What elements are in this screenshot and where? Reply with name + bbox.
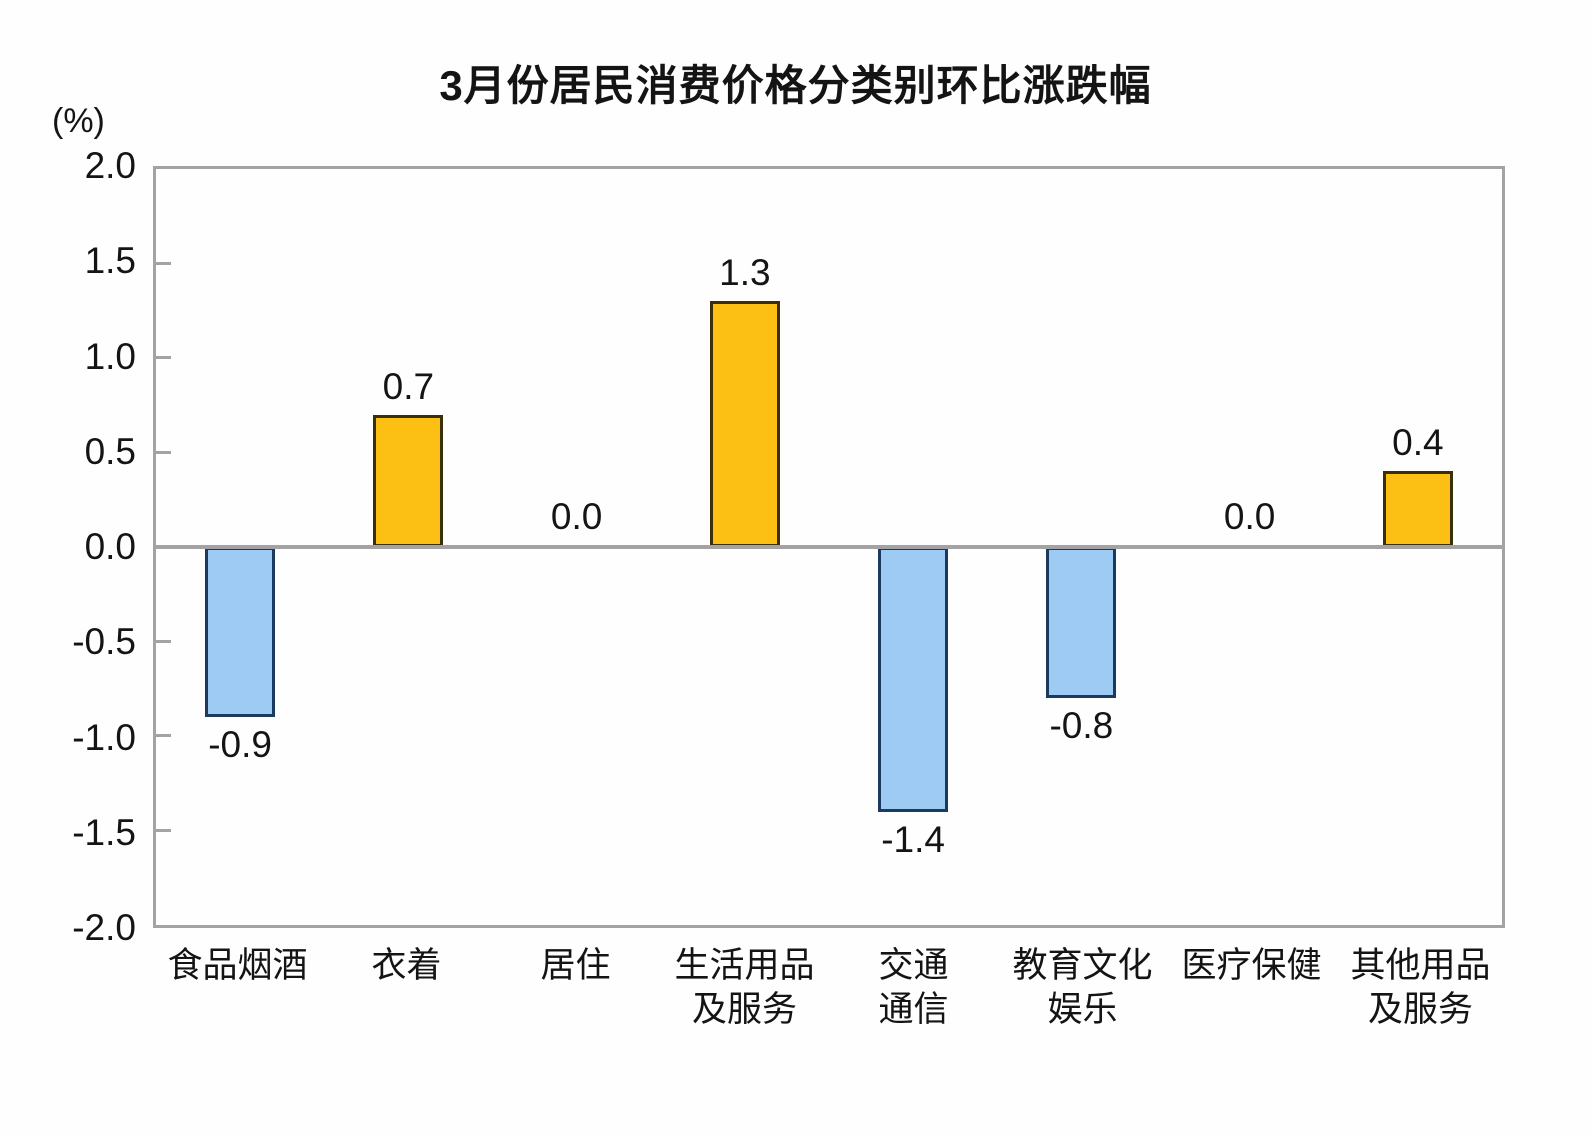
y-axis-tick-mark — [156, 261, 171, 265]
y-axis-unit-label: (%) — [52, 102, 105, 140]
x-category-label: 教育文化 娱乐 — [1012, 946, 1153, 1029]
y-axis-tick-mark — [156, 734, 171, 737]
x-category-label: 衣着 — [371, 946, 442, 985]
bar-positive — [373, 414, 444, 547]
y-tick-label: 0.5 — [84, 430, 136, 472]
y-tick-label: 1.0 — [84, 335, 136, 377]
bar-value-label: 0.0 — [550, 496, 603, 537]
y-axis-tick-mark — [156, 828, 171, 832]
y-tick-label: -1.5 — [72, 811, 136, 853]
x-axis-category-labels: 食品烟酒 衣着 居住 生活用品 及服务 交通 通信 教育文化 娱乐 医疗保健 其他用品 及服务 — [153, 944, 1505, 1064]
y-tick-label: -2.0 — [72, 907, 136, 948]
y-tick-label: 0.0 — [84, 526, 136, 567]
y-tick-label: 2.0 — [84, 145, 136, 186]
x-category-label: 生活用品 及服务 — [674, 946, 815, 1029]
bar-value-label: 0.7 — [382, 365, 435, 407]
bar-value-label: 1.3 — [719, 252, 771, 294]
bar-value-label: -1.4 — [881, 818, 945, 860]
bar-negative — [205, 547, 276, 718]
bar-negative — [1046, 547, 1117, 699]
y-axis-tick-mark — [156, 450, 171, 454]
bar-value-label: -0.9 — [208, 724, 272, 766]
bar-value-label: 0.0 — [1223, 496, 1276, 537]
x-category-label: 其他用品 及服务 — [1350, 946, 1491, 1029]
x-category-label: 交通 通信 — [878, 946, 949, 1029]
bars-layer: -0.9 0.7 0.0 1.3 -1.4 -0.8 0.0 0.4 — [156, 169, 1502, 925]
x-category-label: 食品烟酒 — [167, 946, 308, 985]
zero-baseline — [156, 545, 1502, 549]
tick-marks-layer — [156, 169, 1502, 925]
bar-value-label: 0.4 — [1392, 422, 1444, 464]
y-axis-tick-mark — [156, 356, 171, 359]
x-category-label: 居住 — [540, 946, 611, 985]
y-tick-label: -1.0 — [72, 716, 136, 758]
chart-title: 3月份居民消费价格分类别环比涨跌幅 — [439, 62, 1152, 109]
y-tick-label: -0.5 — [72, 621, 136, 663]
y-axis-tick-labels: 2.0 1.5 1.0 0.5 0.0 -0.5 -1.0 -1.5 -2.0 — [0, 145, 136, 948]
y-axis-tick-mark — [156, 639, 171, 643]
bar-value-label: -0.8 — [1049, 705, 1114, 747]
bar-positive — [1382, 471, 1453, 547]
y-tick-label: 1.5 — [84, 240, 136, 282]
x-category-label: 医疗保健 — [1181, 946, 1322, 985]
bar-negative — [878, 547, 949, 812]
bar-positive — [709, 301, 780, 547]
plot-area: -0.9 0.7 0.0 1.3 -1.4 -0.8 0.0 0.4 — [153, 166, 1505, 928]
